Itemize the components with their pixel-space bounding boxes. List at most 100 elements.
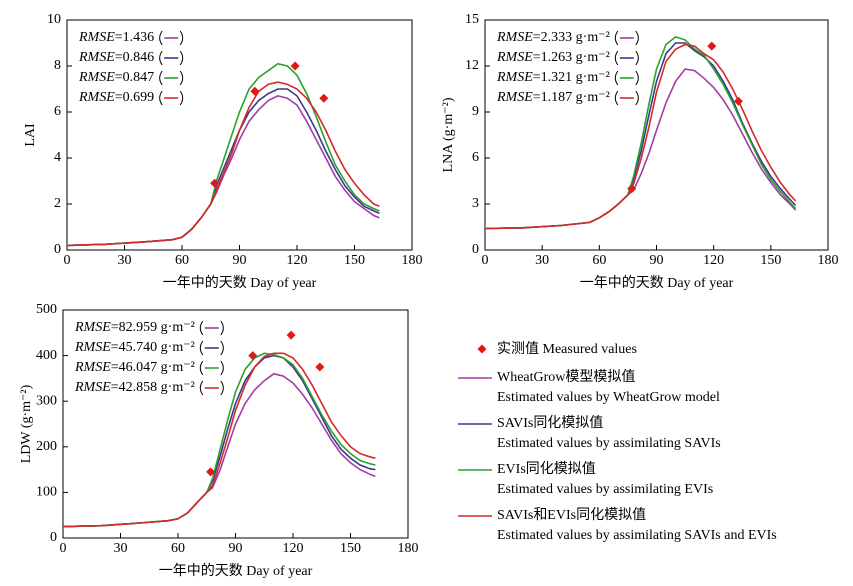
rmse-value: =46.047 g·m⁻² xyxy=(111,360,195,375)
rmse-label: RMSE xyxy=(78,50,115,65)
y-axis-label: LNA (g·m⁻²) xyxy=(441,97,456,172)
y-tick-label: 0 xyxy=(54,242,61,257)
rmse-annotation: RMSE=45.740 g·m⁻² xyxy=(74,340,195,355)
y-tick-label: 9 xyxy=(472,104,479,119)
legend-label: SAVIs和EVIs同化模拟值 xyxy=(497,507,646,523)
y-axis-label: LDW (g·m⁻²) xyxy=(19,384,34,463)
x-tick-label: 180 xyxy=(398,541,419,556)
x-tick-label: 150 xyxy=(340,541,361,556)
measured-point xyxy=(315,362,325,372)
x-tick-label: 60 xyxy=(171,541,185,556)
paren xyxy=(220,320,224,336)
x-tick-label: 120 xyxy=(703,253,724,268)
measured-point xyxy=(250,86,260,96)
rmse-annotation: RMSE=82.959 g·m⁻² xyxy=(74,320,195,335)
x-tick-label: 0 xyxy=(60,541,67,556)
legend-label: WheatGrow模型模拟值 xyxy=(497,369,635,385)
x-tick-label: 90 xyxy=(229,541,243,556)
paren xyxy=(159,70,163,86)
y-tick-label: 0 xyxy=(50,530,57,545)
y-axis-label: LAI xyxy=(23,123,38,147)
x-tick-label: 120 xyxy=(283,541,304,556)
rmse-value: =42.858 g·m⁻² xyxy=(111,380,195,395)
rmse-annotation: RMSE=46.047 g·m⁻² xyxy=(74,360,195,375)
y-tick-label: 500 xyxy=(36,302,57,317)
measured-point xyxy=(286,330,296,340)
rmse-value: =0.847 xyxy=(115,70,154,85)
x-tick-label: 180 xyxy=(402,253,423,268)
x-tick-label: 60 xyxy=(592,253,606,268)
paren xyxy=(635,50,639,66)
x-tick-label: 150 xyxy=(760,253,781,268)
measured-point xyxy=(248,351,258,361)
paren xyxy=(199,340,204,356)
x-tick-label: 90 xyxy=(650,253,664,268)
paren xyxy=(614,50,619,66)
legend-label: 实测值 Measured values xyxy=(497,341,637,357)
x-axis-label: 一年中的天数 Day of year xyxy=(159,563,313,579)
paren xyxy=(199,320,204,336)
series-line xyxy=(484,43,797,230)
y-tick-label: 2 xyxy=(54,196,61,211)
rmse-annotation: RMSE=2.333 g·m⁻² xyxy=(496,30,610,45)
x-tick-label: 30 xyxy=(114,541,128,556)
x-tick-label: 0 xyxy=(482,253,489,268)
paren xyxy=(159,50,163,66)
y-tick-label: 300 xyxy=(36,393,57,408)
rmse-label: RMSE xyxy=(74,360,111,375)
y-tick-label: 4 xyxy=(54,150,61,165)
y-tick-label: 3 xyxy=(472,196,479,211)
paren xyxy=(614,90,619,106)
rmse-value: =1.321 g·m⁻² xyxy=(533,70,610,85)
legend-label: EVIs同化模拟值 xyxy=(497,461,596,477)
measured-point xyxy=(206,467,216,477)
legend-marker xyxy=(477,344,487,354)
rmse-value: =1.436 xyxy=(115,30,154,45)
rmse-label: RMSE xyxy=(78,90,115,105)
x-tick-label: 0 xyxy=(64,253,71,268)
legend-description: Estimated values by assimilating EVIs xyxy=(497,482,713,497)
paren xyxy=(199,360,204,376)
y-tick-label: 6 xyxy=(472,150,479,165)
paren xyxy=(179,90,184,106)
paren xyxy=(220,340,224,356)
x-tick-label: 120 xyxy=(287,253,308,268)
rmse-value: =45.740 g·m⁻² xyxy=(111,340,195,355)
paren xyxy=(614,70,619,86)
y-tick-label: 10 xyxy=(47,12,61,27)
x-tick-label: 60 xyxy=(175,253,189,268)
rmse-value: =0.846 xyxy=(115,50,154,65)
measured-point xyxy=(319,93,329,103)
legend-description: Estimated values by assimilating SAVIs xyxy=(497,436,721,451)
y-tick-label: 400 xyxy=(36,348,57,363)
rmse-annotation: RMSE=0.699 xyxy=(78,90,154,105)
paren xyxy=(179,50,184,66)
paren xyxy=(614,30,619,46)
rmse-annotation: RMSE=1.187 g·m⁻² xyxy=(496,90,610,105)
rmse-annotation: RMSE=0.846 xyxy=(78,50,154,65)
measured-point xyxy=(210,178,220,188)
paren xyxy=(179,30,184,46)
paren xyxy=(159,30,163,46)
rmse-label: RMSE xyxy=(496,90,533,105)
x-axis-label: 一年中的天数 Day of year xyxy=(163,275,317,291)
rmse-label: RMSE xyxy=(74,340,111,355)
y-tick-label: 6 xyxy=(54,104,61,119)
paren xyxy=(159,90,163,106)
y-tick-label: 12 xyxy=(465,58,479,73)
y-tick-label: 0 xyxy=(472,242,479,257)
measured-point xyxy=(707,41,717,51)
rmse-annotation: RMSE=1.321 g·m⁻² xyxy=(496,70,610,85)
x-tick-label: 150 xyxy=(344,253,365,268)
series-line xyxy=(484,36,797,230)
measured-point xyxy=(290,61,300,71)
x-tick-label: 180 xyxy=(818,253,839,268)
rmse-label: RMSE xyxy=(496,30,533,45)
rmse-value: =1.187 g·m⁻² xyxy=(533,90,610,105)
paren xyxy=(635,70,639,86)
series-line xyxy=(66,88,380,247)
paren xyxy=(635,90,639,106)
rmse-annotation: RMSE=1.263 g·m⁻² xyxy=(496,50,610,65)
x-tick-label: 90 xyxy=(233,253,247,268)
rmse-label: RMSE xyxy=(74,380,111,395)
